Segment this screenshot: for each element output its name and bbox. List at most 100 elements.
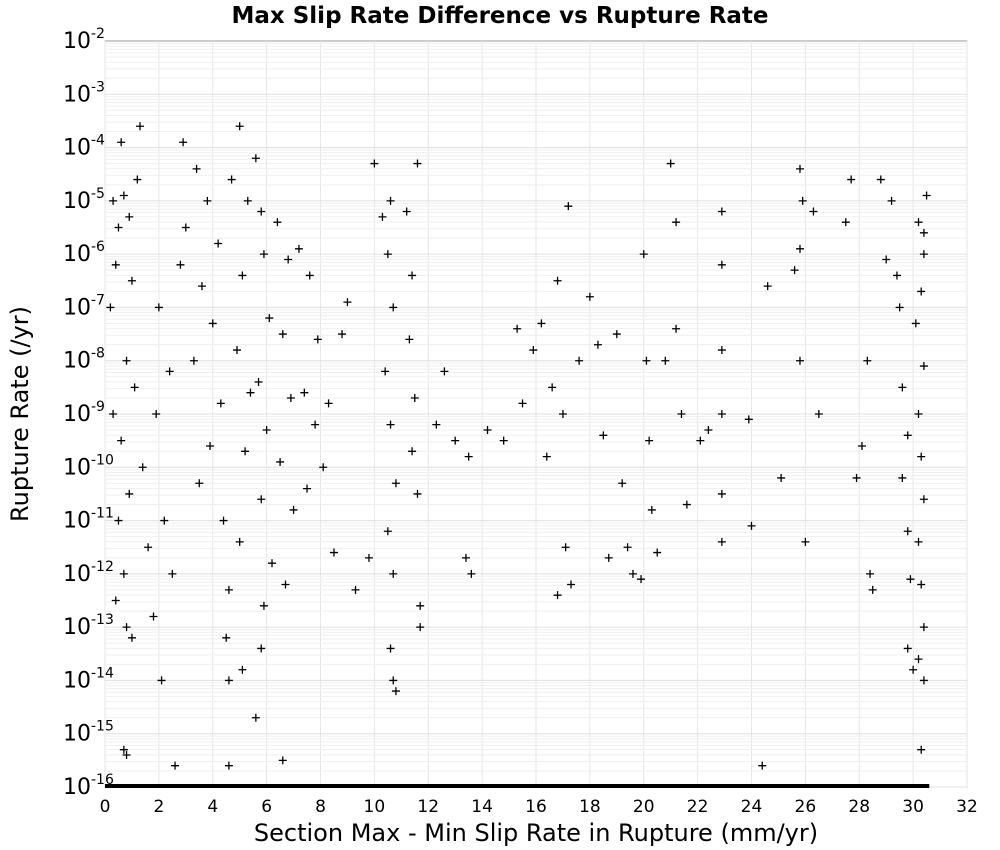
data-point (329, 548, 338, 557)
data-point (117, 436, 126, 445)
data-point (303, 484, 312, 493)
data-point (319, 463, 328, 472)
zero-rate-band (105, 784, 930, 788)
y-tick-base: 10 (63, 775, 91, 800)
data-point (558, 410, 567, 418)
data-point (919, 228, 928, 237)
y-tick-label: 10 -16 (63, 772, 114, 800)
data-point (483, 425, 492, 434)
data-point (795, 244, 804, 253)
x-tick-label: 32 (956, 797, 978, 817)
data-point (130, 383, 139, 392)
data-point (696, 436, 705, 445)
data-point (914, 218, 923, 227)
data-point (801, 537, 810, 546)
data-point (278, 330, 287, 339)
data-point (416, 601, 425, 610)
data-point (416, 623, 425, 632)
data-point (343, 298, 352, 307)
data-point (914, 655, 923, 664)
data-point (847, 175, 856, 184)
data-point (224, 585, 233, 594)
data-point (227, 175, 236, 184)
y-tick-exponent: -4 (91, 133, 105, 149)
data-point (189, 356, 198, 365)
data-points (106, 122, 931, 770)
data-point (763, 282, 772, 291)
data-point (119, 191, 128, 200)
data-point (529, 346, 538, 355)
data-point (882, 255, 891, 264)
data-point (324, 399, 333, 408)
data-point (647, 505, 656, 514)
y-tick-base: 10 (63, 722, 91, 747)
data-point (537, 319, 546, 328)
x-tick-labels: 0 2 4 6 8 10 12 14 16 18 20 22 24 26 28 30 32 (100, 797, 978, 817)
data-point (235, 122, 244, 131)
x-tick-label: 0 (100, 797, 111, 817)
data-point (561, 543, 570, 552)
y-tick-base: 10 (63, 136, 91, 161)
data-point (548, 383, 557, 392)
y-tick-exponent: -9 (91, 399, 105, 415)
x-tick-label: 30 (902, 797, 924, 817)
data-point (919, 250, 928, 259)
y-tick-base: 10 (63, 562, 91, 587)
data-point (391, 687, 400, 696)
data-point (809, 207, 818, 216)
data-point (152, 410, 161, 418)
data-point (795, 164, 804, 173)
data-point (747, 521, 756, 530)
y-tick-label: 10 -14 (63, 665, 114, 693)
data-point (265, 314, 274, 323)
chart-title: Max Slip Rate Difference vs Rupture Rate (231, 3, 768, 29)
data-point (224, 761, 233, 770)
data-point (119, 745, 128, 754)
data-point (628, 569, 637, 578)
data-point (645, 436, 654, 445)
data-point (876, 175, 885, 184)
data-point (216, 399, 225, 408)
x-tick-label: 14 (471, 797, 493, 817)
x-tick-label: 8 (315, 797, 326, 817)
y-tick-label: 10 -13 (63, 612, 114, 640)
data-point (386, 196, 395, 205)
data-point (518, 399, 527, 408)
data-point (461, 553, 470, 562)
y-tick-exponent: -3 (91, 79, 105, 95)
data-point (653, 548, 662, 557)
data-point (351, 585, 360, 594)
data-point (464, 452, 473, 461)
data-point (575, 356, 584, 365)
data-point (677, 410, 686, 418)
data-point (682, 500, 691, 509)
data-point (122, 623, 131, 632)
data-point (717, 410, 726, 418)
y-tick-exponent: -10 (91, 452, 114, 468)
y-tick-exponent: -15 (91, 719, 114, 735)
data-point (666, 159, 675, 168)
data-point (567, 580, 576, 589)
x-tick-label: 6 (261, 797, 272, 817)
x-tick-label: 10 (364, 797, 386, 817)
data-point (251, 713, 260, 722)
data-point (381, 367, 390, 376)
data-point (208, 319, 217, 328)
data-point (251, 154, 260, 163)
data-point (176, 260, 185, 269)
x-tick-label: 24 (741, 797, 763, 817)
data-point (219, 516, 228, 525)
data-point (917, 580, 926, 589)
data-point (203, 196, 212, 205)
data-point (117, 138, 126, 147)
data-point (305, 271, 314, 280)
y-tick-label: 10 -2 (63, 26, 105, 54)
data-point (278, 756, 287, 765)
y-tick-exponent: -5 (91, 186, 105, 202)
data-point (119, 569, 128, 578)
data-point (254, 378, 263, 387)
data-point (111, 596, 120, 605)
x-tick-label: 26 (795, 797, 817, 817)
data-point (440, 367, 449, 376)
data-point (405, 335, 414, 344)
